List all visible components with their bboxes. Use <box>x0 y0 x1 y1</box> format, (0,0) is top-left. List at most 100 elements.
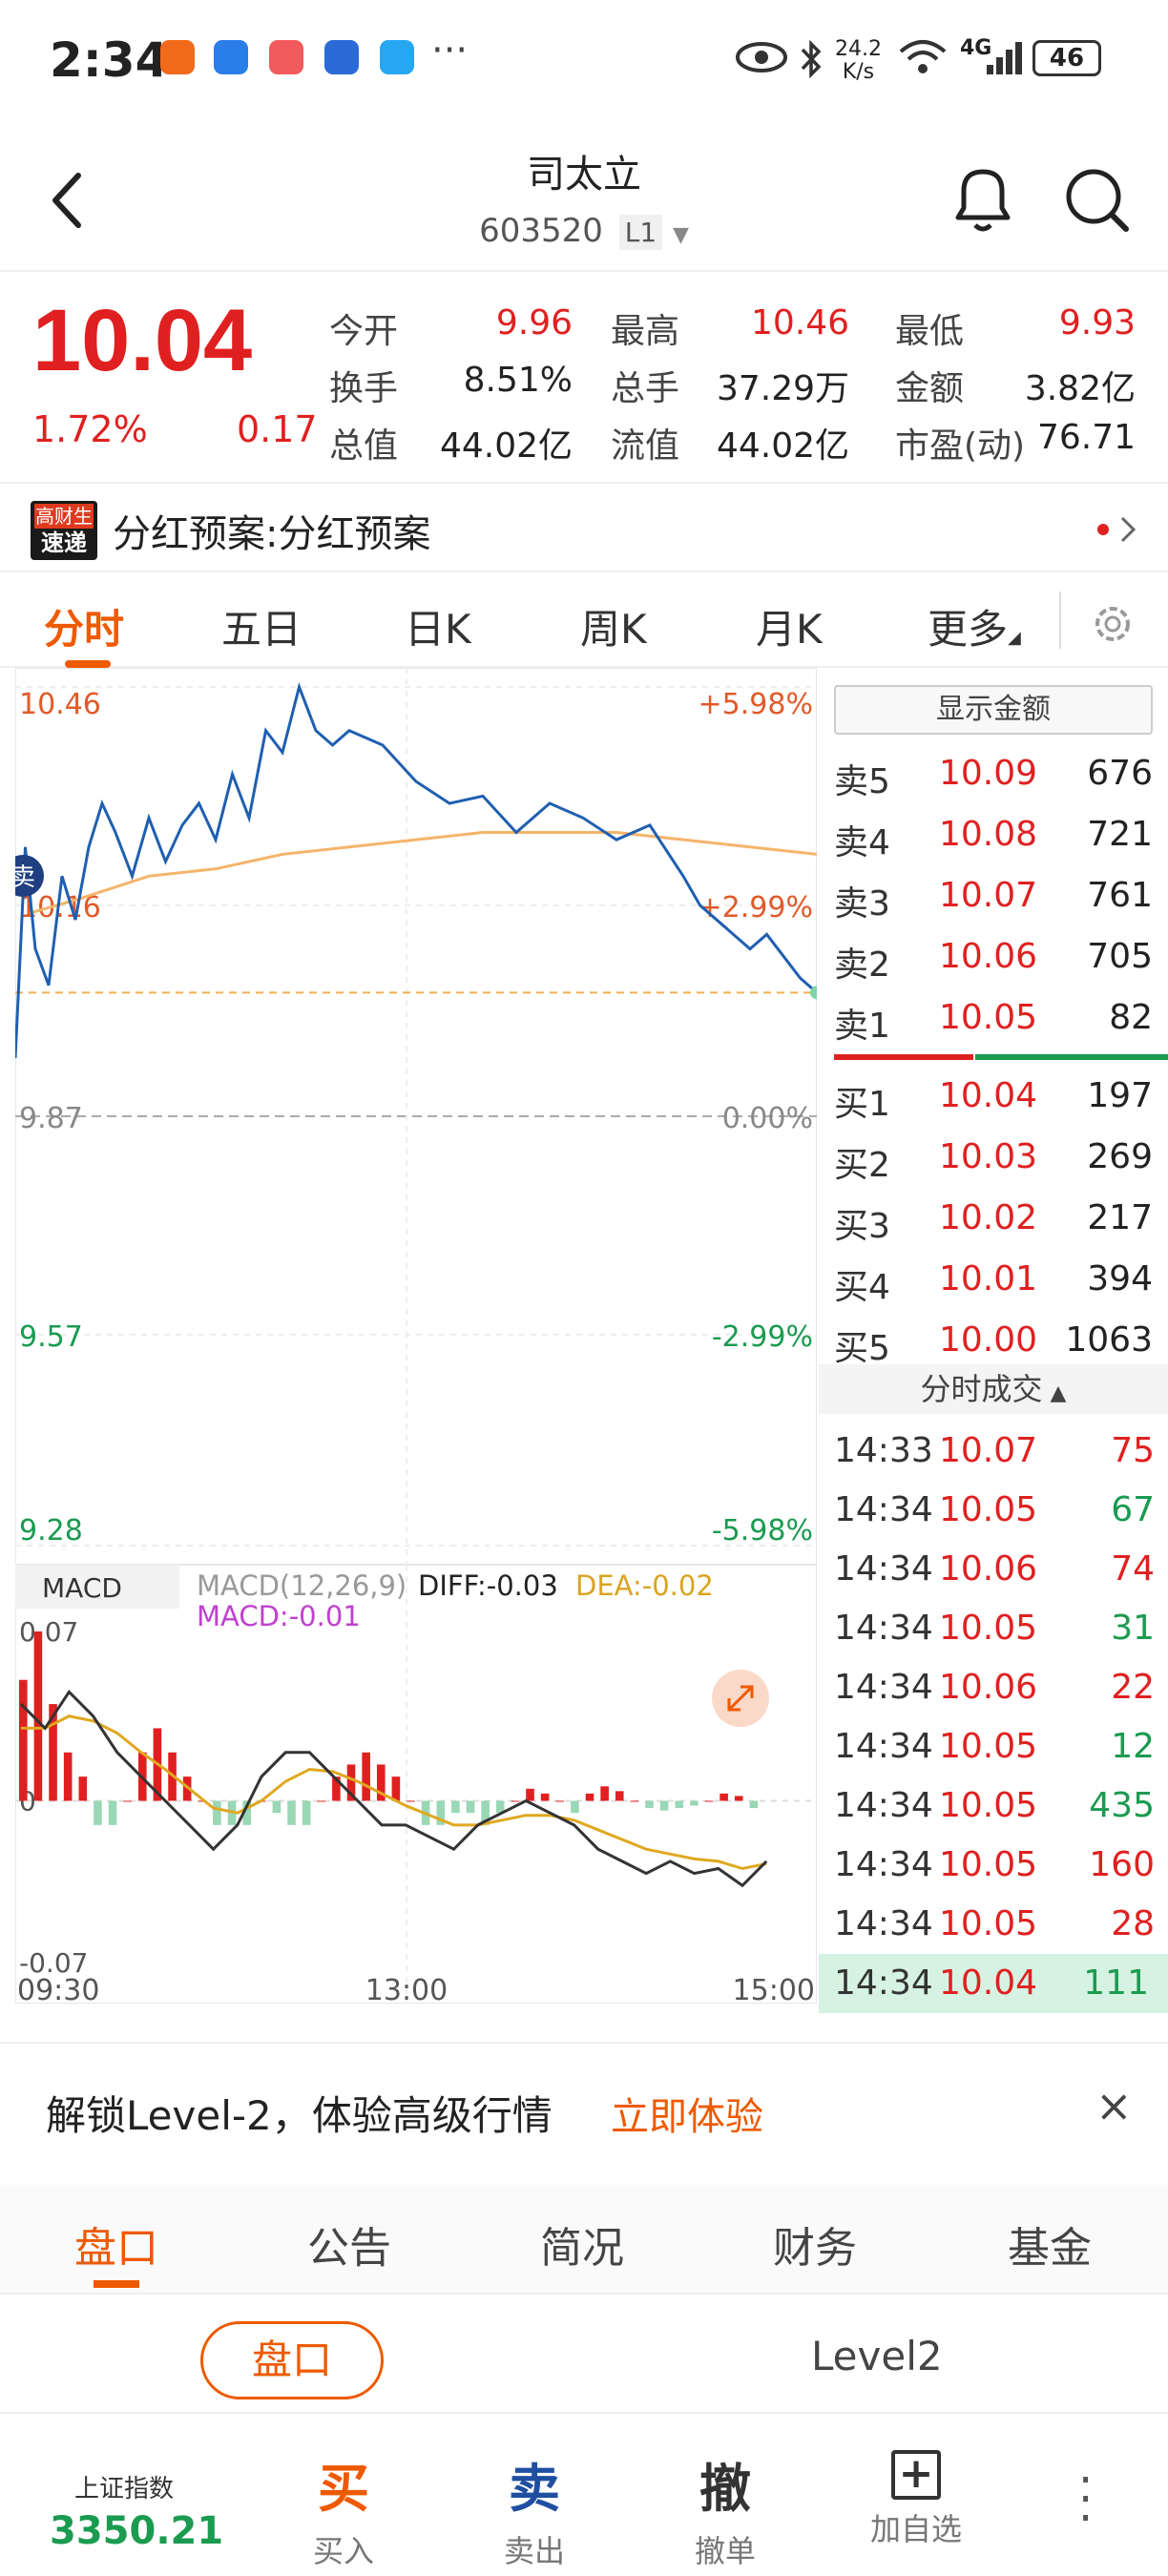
pct-axis-label: +5.98% <box>699 688 813 721</box>
quote-value: 10.46 <box>750 303 849 343</box>
tab-daily-k[interactable]: 日K <box>405 606 471 653</box>
macd-bar <box>690 1800 699 1806</box>
news-strip[interactable]: 高财生 速递 分红预案:分红预案 <box>0 482 1168 572</box>
macd-bar <box>198 1800 207 1802</box>
macd-bar <box>407 1800 415 1802</box>
cancel-order-button[interactable]: 撤 撤单 <box>668 2446 782 2571</box>
bid-label: 买5 <box>834 1329 890 1368</box>
intraday-chart[interactable]: 10.46 +5.98%10.16 +2.99%9.87 0.00%9.57 -2.99… <box>15 668 817 1565</box>
tab-pankou[interactable]: 盘口 <box>74 2224 158 2273</box>
quote-value: 8.51% <box>463 361 573 400</box>
cloud-app-icon <box>380 40 414 74</box>
tick-row: 14:34 10.05 31 <box>834 1599 1158 1658</box>
macd-bar <box>63 1752 73 1801</box>
price-axis-label: 9.57 <box>19 1320 83 1354</box>
bid-row[interactable]: 买5 10.00 1063 <box>834 1311 1158 1372</box>
chevron-right-icon <box>1120 516 1137 543</box>
macd-bar <box>645 1800 654 1809</box>
tick-volume: 111 <box>1083 1963 1149 2003</box>
ask-price: 10.09 <box>939 754 1038 793</box>
sell-icon: 卖 <box>509 2459 560 2519</box>
bid-volume: 269 <box>1087 1137 1153 1176</box>
quote-value: 37.29万 <box>716 369 849 408</box>
tick-time: 14:34 <box>834 1786 933 1825</box>
current-price: 10.04 <box>32 292 253 389</box>
macd-bar <box>600 1786 609 1801</box>
tab-weekly-k[interactable]: 周K <box>580 606 647 653</box>
ask-row[interactable]: 卖1 10.05 82 <box>834 988 1158 1049</box>
macd-bar <box>33 1631 43 1801</box>
tick-volume: 12 <box>1111 1727 1155 1766</box>
bid-row[interactable]: 买1 10.04 197 <box>834 1067 1158 1128</box>
bid-price: 10.04 <box>939 1076 1038 1115</box>
tab-profile[interactable]: 简况 <box>540 2224 624 2273</box>
tab-intraday[interactable]: 分时 <box>44 606 125 653</box>
subtab-level2[interactable]: Level2 <box>811 2333 943 2379</box>
subtab-pankou[interactable]: 盘口 <box>200 2321 384 2399</box>
quote-value: 9.96 <box>495 303 573 343</box>
ask-row[interactable]: 卖4 10.08 721 <box>834 805 1158 866</box>
macd-bar <box>495 1800 505 1814</box>
macd-bar <box>302 1800 311 1825</box>
show-amount-button[interactable]: 显示金额 <box>834 685 1153 735</box>
stock-code-row[interactable]: 603520 L1 ▼ <box>0 212 1168 250</box>
dea-value: DEA:-0.02 <box>575 1569 714 1602</box>
bid-row[interactable]: 买4 10.01 394 <box>834 1250 1158 1311</box>
search-icon[interactable] <box>1059 162 1136 239</box>
tick-row: 14:34 10.06 74 <box>834 1540 1158 1599</box>
tab-financials[interactable]: 财务 <box>773 2224 857 2273</box>
macd-bar <box>615 1791 624 1801</box>
back-button[interactable] <box>38 162 95 239</box>
cancel-icon: 撤 <box>699 2459 751 2519</box>
ask-row[interactable]: 卖3 10.07 761 <box>834 866 1158 927</box>
promo-try-link[interactable]: 立即体验 <box>611 2095 763 2139</box>
macd-chart[interactable]: MACD MACD(12,26,9) DIFF:-0.03 DEA:-0.02 MACD… <box>15 1565 817 2004</box>
tab-funds[interactable]: 基金 <box>1008 2224 1092 2273</box>
bid-row[interactable]: 买2 10.03 269 <box>834 1128 1158 1189</box>
buy-label: 买入 <box>312 2533 374 2569</box>
add-watchlist-button[interactable]: + 加自选 <box>859 2446 973 2549</box>
index-ticker[interactable]: 上证指数 3350.21 <box>0 2414 223 2576</box>
ask-label: 卖3 <box>834 884 890 924</box>
tab-five-day[interactable]: 五日 <box>221 606 302 653</box>
macd-bar <box>332 1776 341 1801</box>
macd-bar <box>108 1800 117 1825</box>
app-notification-icon <box>269 40 303 74</box>
ask-row[interactable]: 卖5 10.09 676 <box>834 744 1158 805</box>
quote-label: 金额 <box>895 369 965 408</box>
bid-volume: 197 <box>1087 1076 1153 1115</box>
expand-icon <box>727 1685 754 1712</box>
sell-button[interactable]: 卖 卖出 <box>477 2446 592 2571</box>
tick-list-header[interactable]: 分时成交 ▲ <box>819 1364 1168 1414</box>
ask-label: 卖1 <box>834 1007 890 1046</box>
macd-selector-bg <box>15 1565 179 1609</box>
chevron-down-icon: ▼ <box>672 223 689 247</box>
close-icon[interactable]: × <box>1095 2080 1133 2131</box>
more-notifications-icon: ··· <box>431 29 469 73</box>
bell-icon[interactable] <box>945 160 1021 237</box>
ask-row[interactable]: 卖2 10.06 705 <box>834 927 1158 988</box>
macd-bar <box>466 1800 475 1814</box>
last-price-dot <box>810 986 817 1000</box>
tick-price: 10.05 <box>939 1727 1038 1766</box>
index-name: 上证指数 <box>74 2475 175 2503</box>
bid-label: 买1 <box>834 1085 890 1124</box>
bid-row[interactable]: 买3 10.02 217 <box>834 1189 1158 1250</box>
tick-list[interactable]: 分时成交 ▲ 14:33 10.07 75 14:34 10.05 67 14:34 10.06… <box>819 1364 1168 2032</box>
tab-announcements[interactable]: 公告 <box>307 2224 391 2273</box>
bid-price: 10.02 <box>939 1198 1038 1237</box>
more-vertical-icon[interactable]: · · · <box>1078 2454 1094 2545</box>
gear-icon[interactable] <box>1090 601 1136 647</box>
tab-monthly-k[interactable]: 月K <box>756 606 823 653</box>
macd-bar <box>391 1776 401 1801</box>
macd-bar <box>94 1800 102 1825</box>
divider <box>1059 592 1061 649</box>
bid-volume: 1063 <box>1065 1320 1153 1360</box>
ask-volume: 705 <box>1087 937 1153 976</box>
ask-label: 卖2 <box>834 945 890 985</box>
tab-more[interactable]: 更多◢ <box>928 606 1021 653</box>
corner-arrow-icon: ◢ <box>1008 628 1021 648</box>
tick-row: 14:33 10.07 75 <box>834 1422 1158 1481</box>
buy-button[interactable]: 买 买入 <box>286 2446 401 2571</box>
stock-code: 603520 <box>479 212 603 250</box>
